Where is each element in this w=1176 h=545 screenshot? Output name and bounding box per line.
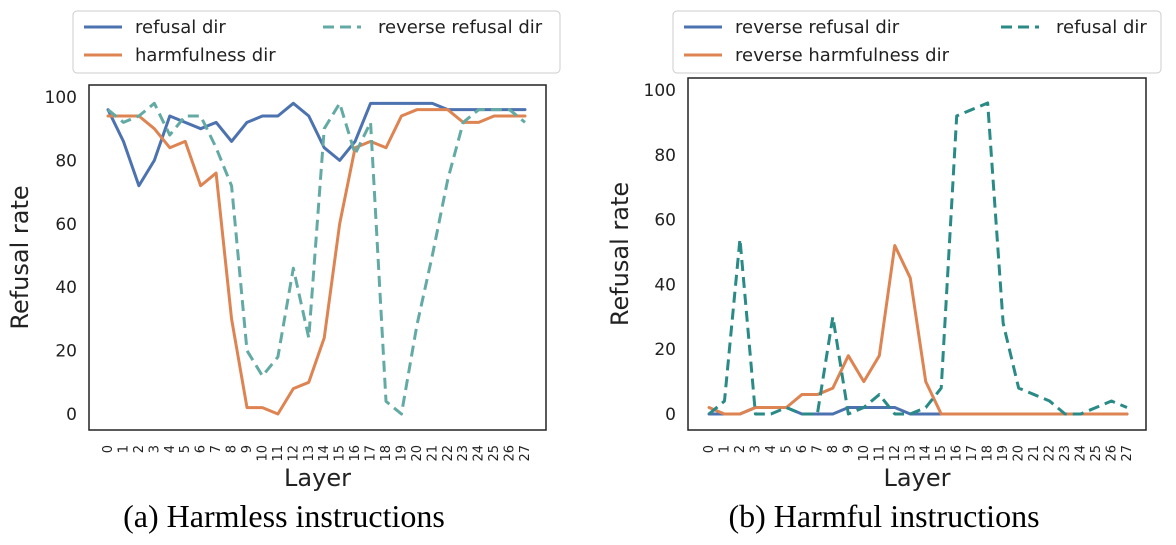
x-tick-label: 25 (487, 445, 502, 462)
series-line-refusal-dir (106, 101, 527, 188)
x-tick-label: 19 (996, 445, 1011, 462)
plot-frame (687, 77, 1147, 431)
y-tick-label: 0 (665, 405, 676, 425)
x-tick-label: 27 (518, 445, 533, 462)
x-tick-label: 27 (1120, 445, 1135, 462)
x-tick-label: 2 (733, 445, 748, 453)
x-axis-label: Layer (284, 464, 351, 492)
x-tick-label: 8 (225, 445, 240, 453)
x-tick-label: 3 (147, 445, 162, 453)
x-tick-label: 14 (317, 445, 332, 462)
x-tick-label: 9 (240, 445, 255, 453)
x-tick-label: 24 (1074, 445, 1089, 462)
x-tick-label: 11 (872, 445, 887, 462)
x-tick-label: 23 (1058, 445, 1073, 462)
x-tick-label: 2 (132, 445, 147, 453)
x-tick-label: 4 (764, 445, 779, 453)
x-tick-label: 7 (209, 445, 224, 453)
x-tick-label: 5 (779, 445, 794, 453)
x-tick-label: 9 (841, 445, 856, 453)
x-tick-label: 1 (717, 445, 732, 453)
x-tick-label: 17 (364, 445, 379, 462)
x-tick-label: 15 (934, 445, 949, 462)
x-tick-label: 10 (857, 445, 872, 462)
legend-label: harmfulness dir (135, 45, 276, 66)
x-tick-label: 5 (178, 445, 193, 453)
series-line-reverse-harmfulness-dir (707, 244, 1129, 416)
x-tick-label: 0 (702, 445, 717, 453)
x-tick-label: 16 (348, 445, 363, 462)
legend: refusal dir harmfulness dir reverse refusa… (72, 10, 561, 74)
x-tick-label: 22 (1043, 445, 1058, 462)
x-tick-label: 20 (1012, 445, 1027, 462)
x-tick-label: 26 (1105, 445, 1120, 462)
x-tick-label: 13 (302, 445, 317, 462)
x-tick-label: 3 (748, 445, 763, 453)
series-line-refusal-dir (708, 101, 1128, 416)
x-tick-label: 14 (919, 445, 934, 462)
x-tick-label: 8 (826, 445, 841, 453)
x-tick-label: 25 (1089, 445, 1104, 462)
x-tick-label: 6 (194, 445, 209, 453)
x-tick-label: 12 (888, 445, 903, 462)
x-tick-label: 21 (425, 445, 440, 462)
y-tick-label: 0 (66, 405, 77, 425)
series-line-reverse-refusal-dir (107, 101, 526, 416)
x-axis-label: Layer (884, 464, 951, 492)
panel-caption: (a) Harmless instructions (123, 498, 445, 534)
x-tick-label: 10 (255, 445, 270, 462)
legend-label: reverse harmfulness dir (735, 45, 950, 66)
x-tick-label: 21 (1027, 445, 1042, 462)
x-tick-label: 19 (394, 445, 409, 462)
y-tick-label: 80 (55, 151, 77, 171)
y-tick-label: 100 (45, 88, 77, 108)
x-tick-label: 12 (286, 445, 301, 462)
panel-caption: (b) Harmful instructions (728, 498, 1039, 534)
x-tick-label: 6 (795, 445, 810, 453)
x-tick-label: 13 (903, 445, 918, 462)
legend-box (72, 10, 561, 74)
y-tick-label: 20 (654, 340, 676, 360)
y-tick-label: 100 (644, 81, 676, 101)
x-tick-label: 15 (333, 445, 348, 462)
x-tick-label: 22 (441, 445, 456, 462)
x-tick-label: 26 (503, 445, 518, 462)
legend-label: refusal dir (1056, 17, 1147, 38)
x-tick-label: 24 (472, 445, 487, 462)
x-tick-label: 23 (456, 445, 471, 462)
y-axis-label: Refusal rate (606, 182, 634, 326)
y-tick-label: 60 (654, 211, 676, 231)
y-tick-label: 60 (55, 215, 77, 235)
legend-label: reverse refusal dir (735, 17, 900, 38)
x-tick-label: 4 (163, 445, 178, 453)
x-tick-label: 16 (950, 445, 965, 462)
x-tick-label: 18 (379, 445, 394, 462)
x-tick-label: 17 (965, 445, 980, 462)
y-tick-label: 40 (654, 275, 676, 295)
y-tick-label: 20 (55, 342, 77, 362)
x-tick-label: 7 (810, 445, 825, 453)
x-tick-label: 0 (101, 445, 116, 453)
y-axis-label: Refusal rate (6, 185, 34, 329)
legend-label: refusal dir (135, 17, 226, 38)
y-tick-label: 80 (654, 146, 676, 166)
x-tick-label: 1 (116, 445, 131, 453)
legend: reverse refusal dir reverse harmfulness d… (672, 10, 1162, 74)
legend-label: reverse refusal dir (378, 17, 543, 38)
y-tick-label: 40 (55, 278, 77, 298)
x-tick-label: 11 (271, 445, 286, 462)
x-tick-label: 18 (981, 445, 996, 462)
x-tick-label: 20 (410, 445, 425, 462)
series-line-harmfulness-dir (106, 108, 527, 416)
